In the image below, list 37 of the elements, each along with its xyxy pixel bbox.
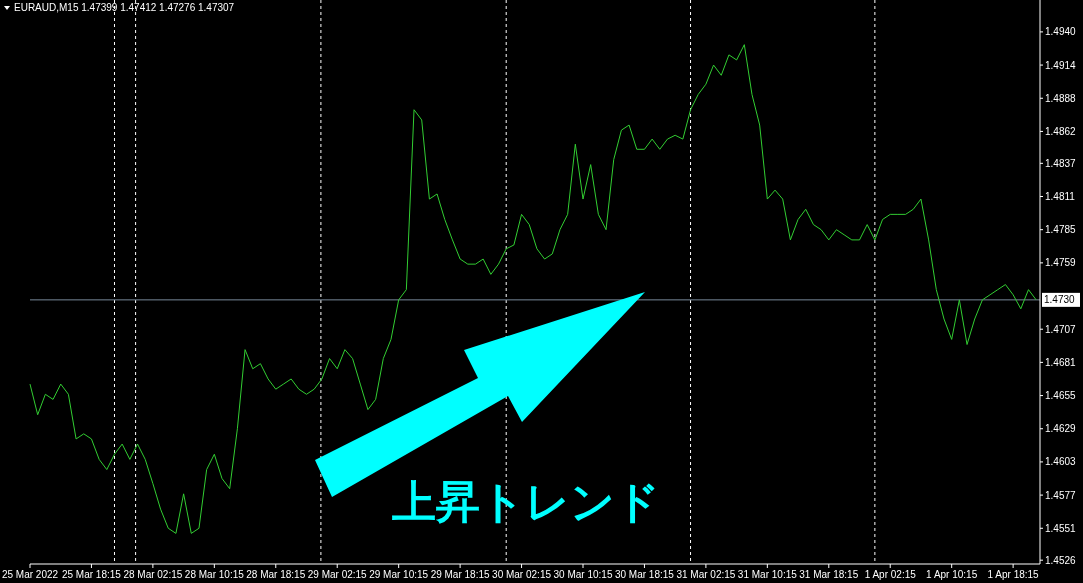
ref-line-label: 1.4730 xyxy=(1044,294,1076,306)
x-tick-label: 31 Mar 10:15 xyxy=(737,569,798,580)
annotation: 上昇トレンド xyxy=(392,477,660,526)
y-tick-label: 1.4681 xyxy=(1045,356,1077,368)
x-tick-label: 30 Mar 18:15 xyxy=(614,569,675,580)
line-series xyxy=(29,44,1037,534)
x-tick-label: 30 Mar 10:15 xyxy=(553,569,613,580)
x-tick-label: 29 Mar 02:15 xyxy=(307,569,368,580)
chart-title: EURAUD,M15 1.47399 1.47412 1.47276 1.47307 xyxy=(14,2,235,13)
x-tick-label: 29 Mar 18:15 xyxy=(430,569,491,580)
x-tick-label: 1 Apr 18:15 xyxy=(987,569,1040,580)
y-tick-label: 1.4785 xyxy=(1045,224,1077,236)
x-tick-label: 28 Mar 18:15 xyxy=(246,569,306,580)
y-tick-label: 1.4914 xyxy=(1045,59,1077,71)
x-tick-label: 28 Mar 10:15 xyxy=(184,569,245,580)
y-tick-label: 1.4888 xyxy=(1045,92,1077,104)
x-tick-label: 31 Mar 18:15 xyxy=(799,569,859,580)
y-tick-label: 1.4629 xyxy=(1045,423,1077,435)
x-tick-label: 31 Mar 02:15 xyxy=(676,569,736,580)
y-tick-label: 1.4862 xyxy=(1045,125,1077,137)
y-tick-label: 1.4655 xyxy=(1045,390,1077,402)
y-tick-label: 1.4837 xyxy=(1045,157,1077,169)
x-tick-label: 25 Mar 18:15 xyxy=(61,569,122,580)
x-tick-label: 1 Apr 02:15 xyxy=(864,569,917,580)
y-tick-label: 1.4940 xyxy=(1045,26,1077,38)
y-tick-label: 1.4526 xyxy=(1045,554,1077,566)
x-tick-label: 25 Mar 2022 xyxy=(1,569,59,580)
y-tick-label: 1.4577 xyxy=(1045,489,1077,501)
y-tick-label: 1.4759 xyxy=(1045,257,1077,269)
y-tick-label: 1.4603 xyxy=(1045,456,1077,468)
x-tick-label: 30 Mar 02:15 xyxy=(492,569,552,580)
x-tick-label: 1 Apr 10:15 xyxy=(926,569,978,580)
y-tick-label: 1.4551 xyxy=(1045,522,1077,534)
x-tick-label: 28 Mar 02:15 xyxy=(123,569,183,580)
y-tick-label: 1.4707 xyxy=(1045,323,1077,335)
y-tick-label: 1.4811 xyxy=(1045,191,1076,203)
x-tick-label: 29 Mar 10:15 xyxy=(369,569,429,580)
